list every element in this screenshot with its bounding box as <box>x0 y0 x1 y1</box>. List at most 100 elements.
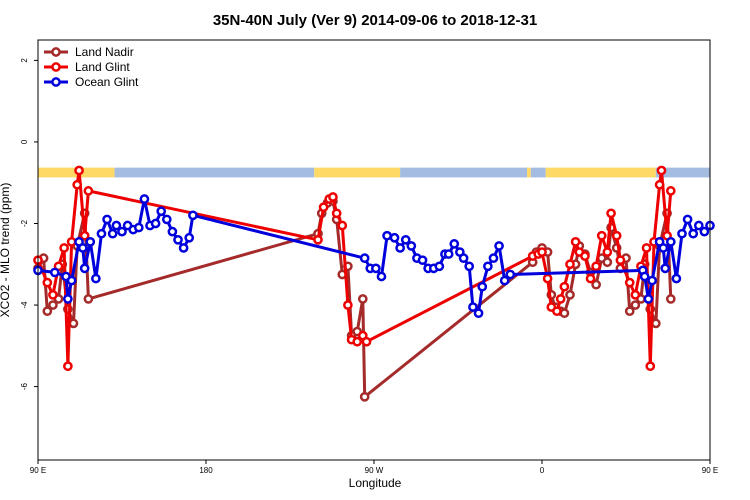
legend-item: Ocean Glint <box>44 75 139 89</box>
data-point <box>83 294 94 304</box>
data-point <box>352 336 363 347</box>
series-ocean-glint <box>33 194 715 319</box>
surface-segment-land <box>527 167 531 178</box>
data-point <box>68 318 79 329</box>
data-point <box>494 241 504 251</box>
data-point <box>359 253 370 264</box>
x-tick-label: 90 W <box>365 466 384 475</box>
data-point <box>434 261 445 272</box>
data-point <box>677 228 687 239</box>
legend-swatch-point <box>51 47 61 57</box>
data-point <box>361 336 372 347</box>
data-point <box>337 220 348 231</box>
data-point <box>111 220 122 231</box>
data-point <box>66 236 77 247</box>
legend-item: Land Nadir <box>44 45 134 59</box>
data-point <box>91 273 101 284</box>
data-point <box>173 234 183 245</box>
series-layer <box>33 165 715 402</box>
data-point <box>565 290 575 300</box>
surface-segment-land <box>314 167 401 178</box>
data-point <box>602 247 613 257</box>
data-point <box>417 255 428 266</box>
data-point <box>395 243 405 253</box>
data-point <box>48 300 58 310</box>
data-point <box>552 306 562 317</box>
data-point <box>699 226 710 237</box>
x-tick-label: 0 <box>540 466 545 475</box>
data-point <box>48 290 58 300</box>
data-point <box>647 275 657 286</box>
data-point <box>565 259 575 270</box>
data-point <box>665 294 676 304</box>
data-point <box>357 294 368 304</box>
surface-segment-land <box>545 167 656 178</box>
data-point <box>570 236 581 247</box>
legend-swatch-point <box>51 62 61 72</box>
data-point <box>483 261 493 272</box>
data-point <box>602 257 613 268</box>
data-point <box>59 243 69 253</box>
data-point <box>406 241 417 251</box>
x-axis-label: Longitude <box>349 476 402 490</box>
data-point <box>72 179 83 190</box>
y-tick-label: -2 <box>20 219 29 227</box>
data-point <box>376 271 387 282</box>
data-point <box>63 361 73 372</box>
surface-segment-ocean <box>530 167 546 178</box>
data-point <box>83 186 94 196</box>
data-point <box>682 214 693 225</box>
data-point <box>167 226 178 237</box>
data-point <box>117 226 127 237</box>
data-point <box>96 228 107 239</box>
data-point <box>488 253 499 264</box>
data-point <box>580 251 590 261</box>
data-point <box>660 263 671 274</box>
data-point <box>85 236 96 247</box>
surface-segment-ocean <box>400 167 528 178</box>
data-point <box>328 192 338 202</box>
series-land-glint <box>33 165 676 372</box>
data-point <box>443 249 454 259</box>
data-point <box>184 232 195 243</box>
data-point <box>382 230 392 241</box>
data-point <box>343 300 353 310</box>
chart-title: 35N-40N July (Ver 9) 2014-09-06 to 2018-… <box>213 12 537 29</box>
data-point <box>645 361 656 372</box>
data-point <box>505 269 516 280</box>
data-point <box>693 220 704 231</box>
data-point <box>671 273 682 284</box>
data-point <box>591 279 601 290</box>
data-point <box>477 281 488 292</box>
data-point <box>42 306 53 317</box>
legend-label: Land Glint <box>75 60 130 74</box>
x-axis: 90 E 180 90 W 0 90 E <box>30 460 718 475</box>
data-point <box>537 247 547 257</box>
data-point <box>585 273 596 284</box>
data-point <box>658 243 669 253</box>
data-point <box>473 308 484 319</box>
data-point <box>371 263 381 274</box>
data-point <box>63 294 73 304</box>
data-point <box>665 186 676 196</box>
data-point <box>178 243 189 253</box>
legend-label: Land Nadir <box>75 45 134 59</box>
data-point <box>624 277 635 288</box>
data-point <box>150 218 161 229</box>
data-point <box>651 318 661 329</box>
data-point <box>499 275 510 286</box>
surface-type-bar <box>38 167 710 178</box>
x-tick-label: 90 E <box>702 466 718 475</box>
data-point <box>79 263 90 274</box>
legend-item: Land Glint <box>44 60 130 74</box>
data-point <box>643 294 654 304</box>
y-tick-label: -6 <box>20 383 29 391</box>
data-point <box>49 267 60 278</box>
data-point <box>318 202 329 213</box>
y-tick-label: 2 <box>20 58 29 63</box>
legend-swatch-point <box>51 77 61 87</box>
data-point <box>139 194 150 204</box>
legend-label: Ocean Glint <box>75 75 139 89</box>
y-tick-label: 0 <box>20 139 29 144</box>
